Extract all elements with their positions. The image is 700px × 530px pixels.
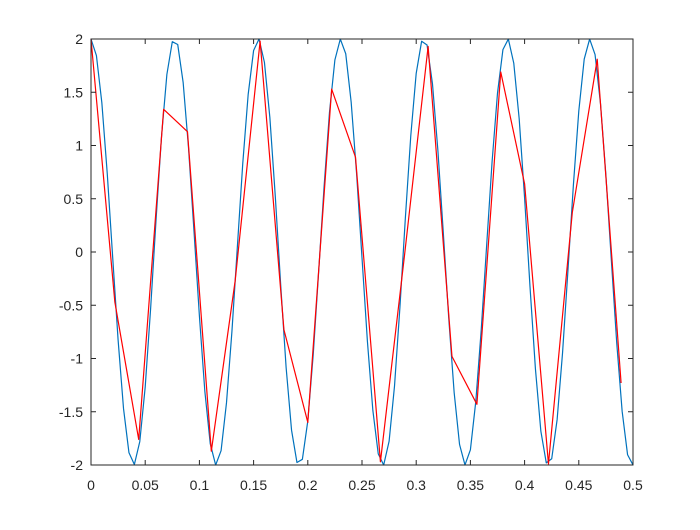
y-tick-label: 0	[75, 244, 83, 260]
y-tick-label: 1.5	[64, 84, 84, 100]
tick-layer: 0 0.05 0.1 0.15 0.2 0.25 0.3 0.35 0.4 0.45 0.5 2 1.5…	[59, 31, 643, 493]
y-tick-label: -2	[71, 457, 84, 473]
y-tick-label: -1	[71, 351, 84, 367]
x-tick-label: 0	[87, 477, 95, 493]
x-tick-label: 0.35	[457, 477, 484, 493]
y-tick-label: -0.5	[59, 297, 83, 313]
series-line-1	[90, 38, 634, 466]
x-tick-label: 0.25	[348, 477, 375, 493]
x-tick-label: 0.45	[565, 477, 592, 493]
x-tick-label: 0.1	[190, 477, 210, 493]
series-layer	[90, 38, 634, 466]
y-tick-label: -1.5	[59, 404, 83, 420]
x-tick-label: 0.2	[298, 477, 318, 493]
series-line-2	[90, 38, 622, 465]
x-tick-label: 0.15	[240, 477, 267, 493]
x-tick-label: 0.05	[132, 477, 159, 493]
y-tick-label: 0.5	[64, 191, 84, 207]
y-tick-label: 2	[75, 31, 83, 47]
x-tick-label: 0.5	[623, 477, 643, 493]
y-tick-label: 1	[75, 138, 83, 154]
x-tick-label: 0.4	[515, 477, 535, 493]
x-tick-label: 0.3	[406, 477, 426, 493]
